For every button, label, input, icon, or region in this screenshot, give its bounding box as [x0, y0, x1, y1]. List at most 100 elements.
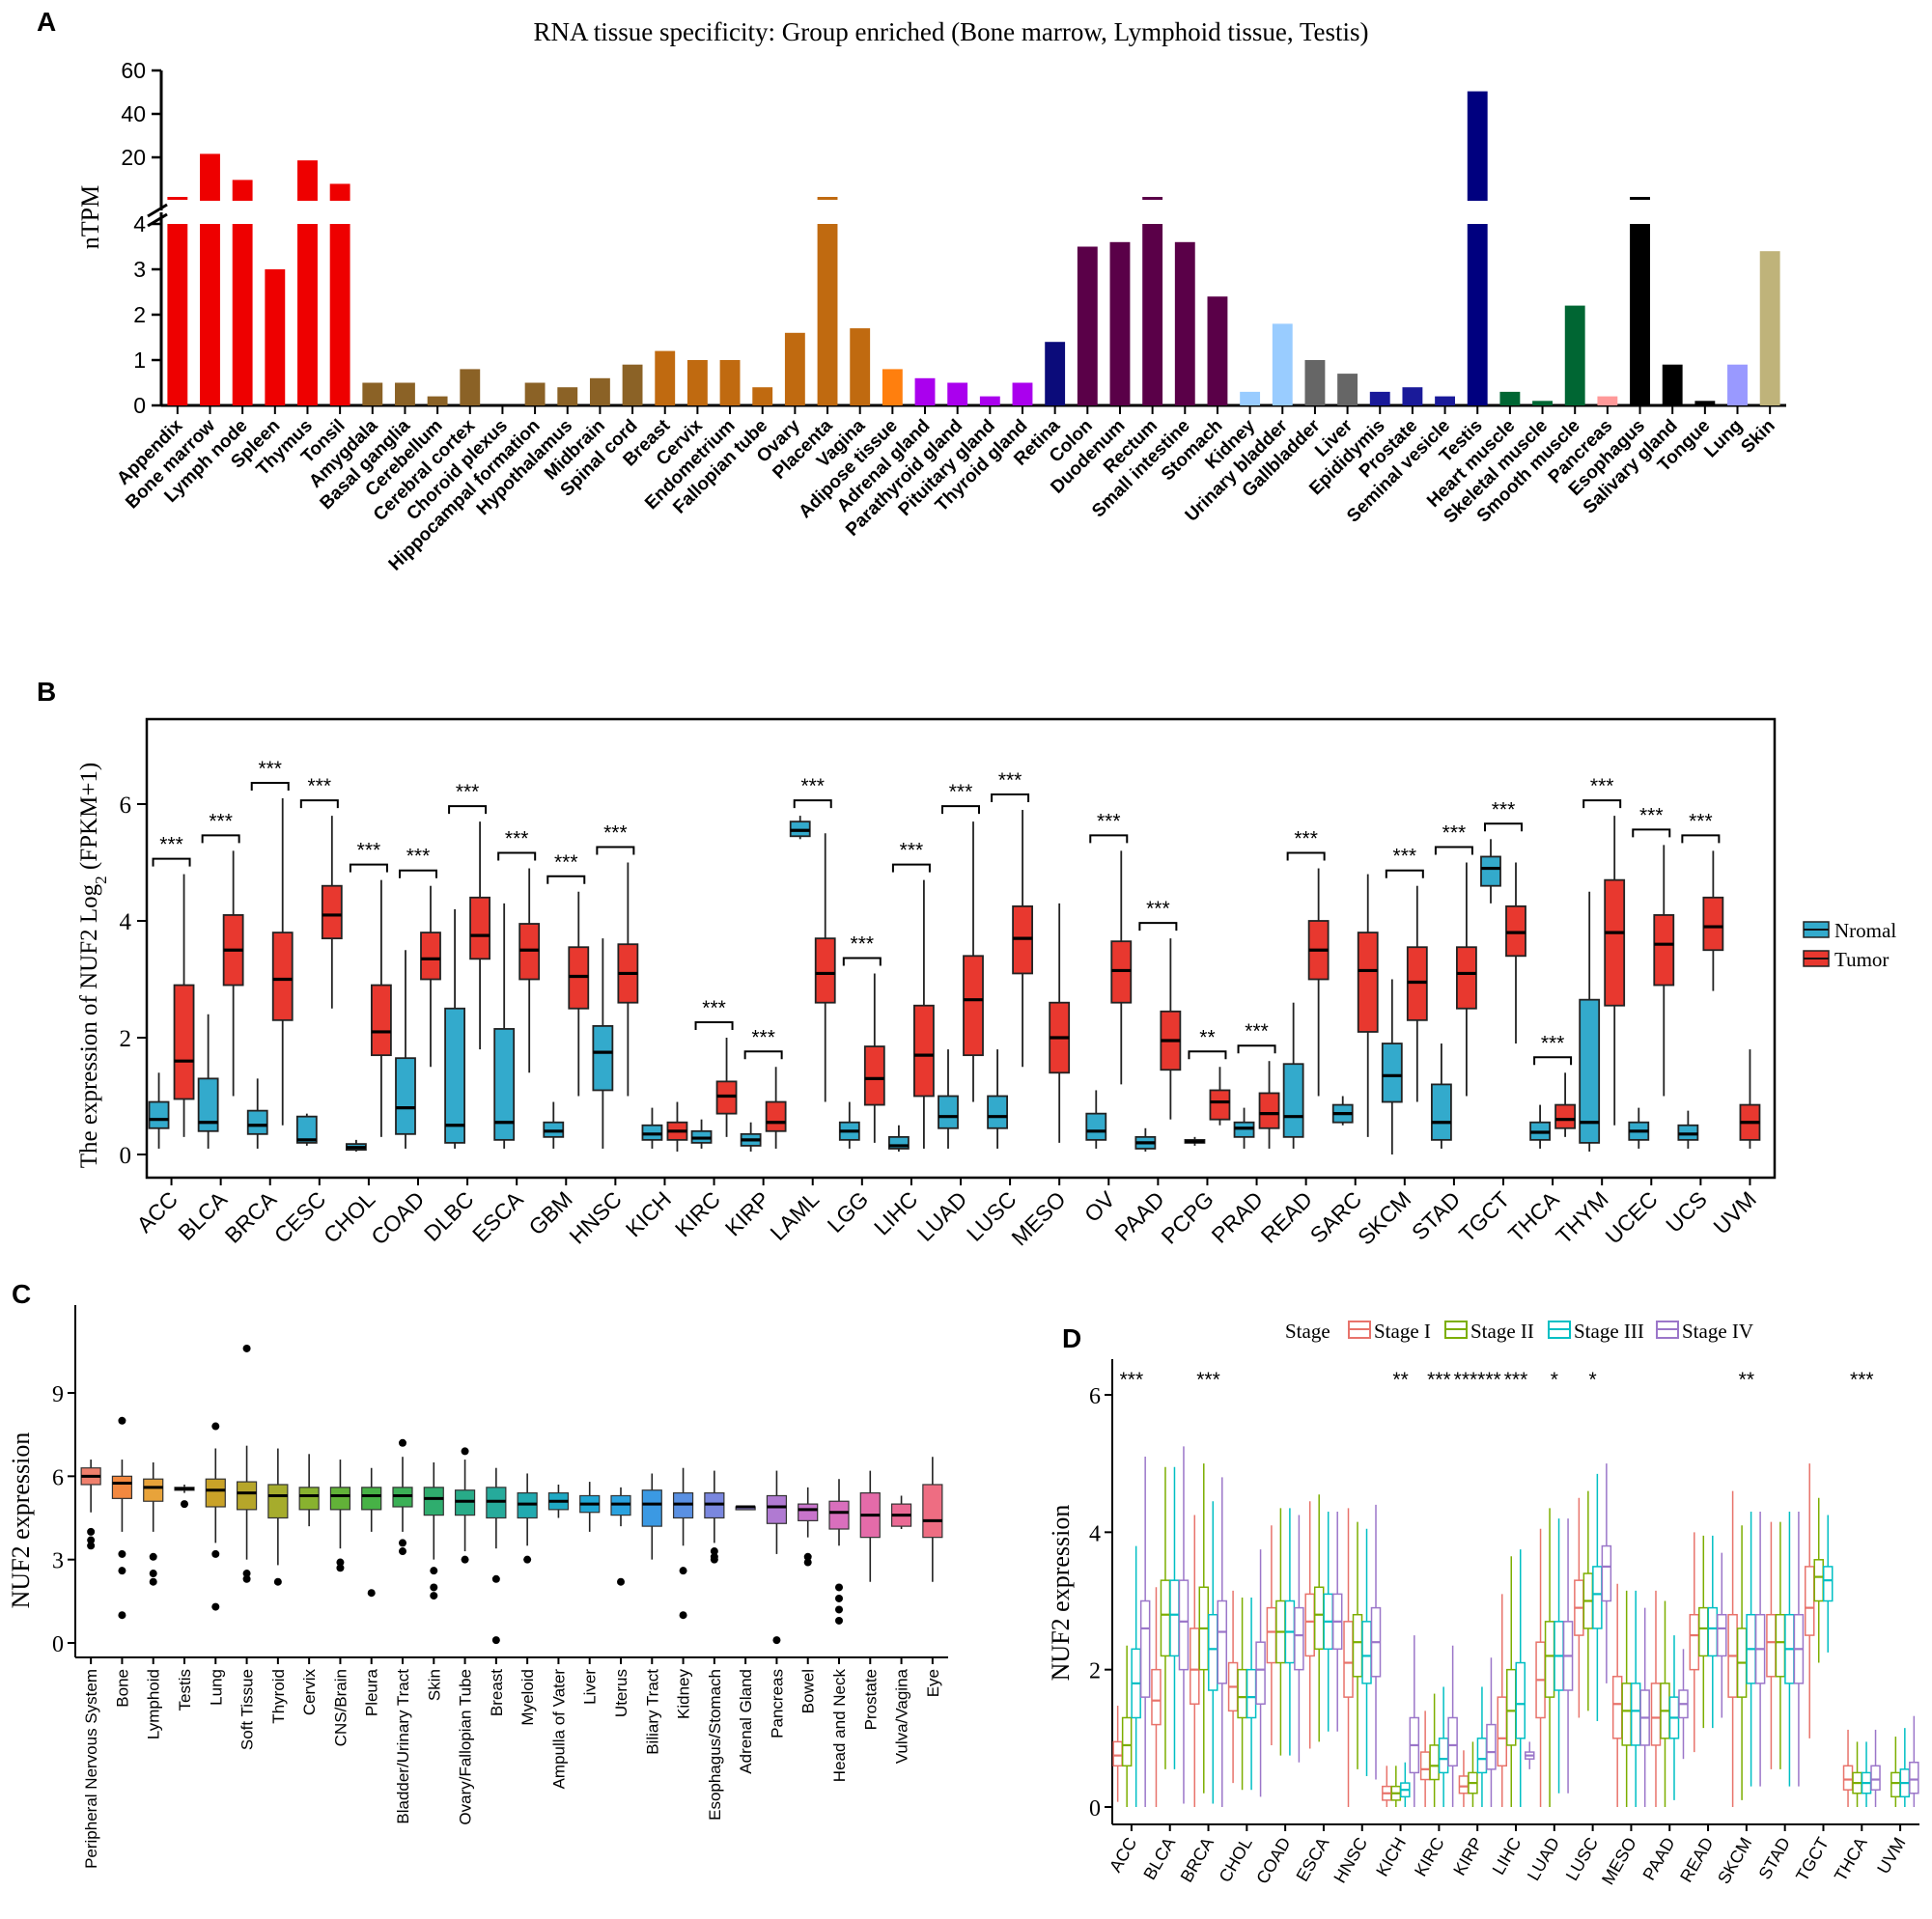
panel-c-lymphoid-box: [143, 1478, 164, 1502]
panel-d-uvm-stage-2-box: [1890, 1771, 1901, 1798]
panel-c-x-tick-label: Thyroid: [269, 1669, 288, 1724]
panel-a-y-label: nTPM: [76, 185, 104, 249]
panel-d-thca-stage-4-box: [1870, 1765, 1881, 1791]
panel-a-axis-break-mark: [147, 212, 168, 228]
panel-b-brca-tumor-box: [271, 932, 294, 1021]
panel-b-acc-normal-box: [148, 1100, 170, 1129]
panel-b-x-tick-label: OV: [1079, 1186, 1120, 1227]
panel-a-y-tick-label: 3: [133, 257, 146, 282]
panel-b-x-tick-label: LUAD: [912, 1186, 972, 1246]
panel-c-lymphoid-outlier: [149, 1570, 157, 1578]
panel-b-luad-sig-label: ***: [949, 781, 973, 803]
panel-c-skin-outlier: [430, 1592, 438, 1600]
panel-b-prad-sig-label: ***: [1245, 1020, 1269, 1043]
panel-d-kirc-stage-4-box: [1447, 1716, 1458, 1767]
panel-d-read-stage-3-box: [1707, 1606, 1719, 1657]
panel-d-coad-stage-1-box: [1266, 1606, 1277, 1664]
legend-label-normal: Nromal: [1834, 919, 1896, 942]
panel-b-ucec-tumor-box: [1653, 914, 1675, 987]
panel-b-x-tick-label: STAD: [1407, 1186, 1466, 1245]
panel-b-kirp-tumor-box: [765, 1100, 787, 1132]
bar-adipose-tissue: [882, 369, 903, 405]
panel-c-myeloid-outlier: [523, 1555, 532, 1564]
panel-d-x-tick-label: TGCT: [1792, 1834, 1833, 1884]
panel-b-ucec-sig-label: ***: [1639, 804, 1664, 826]
panel-b-dlbc-tumor-box: [469, 896, 490, 960]
panel-b-luad-sig-bracket: [941, 805, 980, 815]
panel-c-uterus-outlier: [617, 1577, 625, 1586]
bar-smooth-muscle: [1564, 305, 1585, 405]
panel-b-coad-sig-bracket: [399, 869, 437, 878]
bar-placenta-upper: [817, 197, 838, 200]
panel-d-blca-stage-2-box: [1160, 1579, 1171, 1657]
panel-b-laml-tumor-box: [814, 937, 836, 1004]
panel-c-x-tick-label: Myeloid: [518, 1669, 537, 1726]
panel-b-stad-sig-label: ***: [1442, 822, 1467, 845]
panel-b-brca-normal-box: [246, 1109, 268, 1135]
panel-d-stad-stage-2-box: [1775, 1613, 1786, 1678]
panel-d-acc-stage-2-box: [1121, 1716, 1133, 1767]
panel-c-y-tick-label: 6: [52, 1465, 64, 1490]
bar-midbrain: [589, 377, 610, 405]
bar-prostate: [1402, 387, 1423, 405]
panel-b-x-tick-label: READ: [1256, 1186, 1318, 1248]
panel-b-skcm-sig-label: ***: [1393, 846, 1417, 868]
panel-c-plot: 0 3 6 9 Peripheral Nervous System Bone Lymphoi…: [52, 1305, 948, 1869]
panel-b-thym-normal-box: [1579, 998, 1601, 1144]
panel-c-x-tick-label: Peripheral Nervous System: [82, 1669, 100, 1869]
panel-a-title: RNA tissue specificity: Group enriched (…: [534, 17, 1369, 46]
panel-d-read-stage-4-box: [1717, 1613, 1727, 1657]
panel-d-chol-stage-4-box: [1255, 1641, 1266, 1705]
panel-c-x-tick-label: Testis: [176, 1669, 194, 1710]
panel-d-x-tick-label: BRCA: [1177, 1834, 1218, 1885]
panel-d-x-tick-label: KIRC: [1411, 1834, 1448, 1879]
panel-b-y-label-tail: (FPKM+1): [76, 763, 102, 876]
panel-d-x-tick-label: LUAD: [1524, 1834, 1563, 1884]
panel-b-x-tick-label: THYM: [1551, 1186, 1612, 1248]
panel-b-hnsc-sig-label: ***: [603, 822, 628, 845]
bar-adrenal-gland: [914, 377, 936, 405]
panel-c-x-tick-label: Adrenal Gland: [737, 1669, 755, 1774]
panel-b-chol-sig-bracket: [349, 863, 388, 873]
panel-d-chol-stage-3-box: [1246, 1668, 1257, 1719]
panel-b-cesc-normal-box: [295, 1115, 318, 1144]
panel-d-x-tick-label: THCA: [1831, 1834, 1871, 1884]
panel-c-x-tick-label: Head and Neck: [830, 1669, 849, 1783]
panel-a-bars: [167, 91, 1780, 405]
legend-title-stage: Stage: [1285, 1320, 1330, 1343]
panel-a-y-tick-label: 40: [121, 101, 146, 126]
panel-b-gbm-sig-label: ***: [554, 851, 578, 874]
panel-d-kirc-stage-1-box: [1419, 1751, 1431, 1781]
panel-d-y-label: NUF2 expression: [1047, 1505, 1075, 1682]
panel-c-cervix-box: [298, 1487, 320, 1511]
bar-esophagus-upper: [1630, 197, 1650, 200]
bar-bone-marrow-upper: [200, 153, 220, 201]
panel-b-stad-tumor-box: [1456, 946, 1477, 1010]
bar-skin: [1759, 251, 1780, 405]
panel-c-x-tick-label: Vulva/Vagina: [893, 1668, 911, 1764]
panel-b-pcpg-sig-label: **: [1199, 1026, 1215, 1048]
panel-b-coad-sig-label: ***: [406, 846, 431, 868]
panel-b-skcm-sig-bracket: [1385, 869, 1424, 878]
panel-c-x-tick-label: Bowel: [799, 1669, 818, 1713]
panel-d-tgct-stage-2-box: [1813, 1559, 1824, 1602]
panel-c-x-tick-label: Lung: [207, 1669, 225, 1706]
bar-hippocampal-formation: [524, 382, 546, 405]
bar-endometrium: [719, 360, 741, 405]
bar-placenta: [817, 224, 838, 405]
panel-c-y-tick-label: 9: [52, 1382, 64, 1407]
panel-b-x-tick-label: LAML: [765, 1186, 824, 1245]
panel-label-d: D: [1062, 1323, 1081, 1353]
panel-c-bone-outlier: [118, 1567, 126, 1575]
panel-d-skcm-sig-label: **: [1739, 1369, 1754, 1391]
panel-b-x-tick-label: SARC: [1305, 1186, 1367, 1248]
panel-b-ov-sig-bracket: [1089, 834, 1129, 844]
panel-b-x-tick-label: ESCA: [467, 1186, 528, 1247]
panel-b-blca-normal-box: [197, 1077, 219, 1132]
panel-d-acc-sig-label: ***: [1120, 1369, 1144, 1391]
panel-c-bone-outlier: [118, 1416, 126, 1425]
bar-appendix: [167, 224, 188, 405]
panel-b-lgg-tumor-box: [863, 1045, 885, 1106]
bar-urinary-bladder: [1272, 323, 1293, 405]
